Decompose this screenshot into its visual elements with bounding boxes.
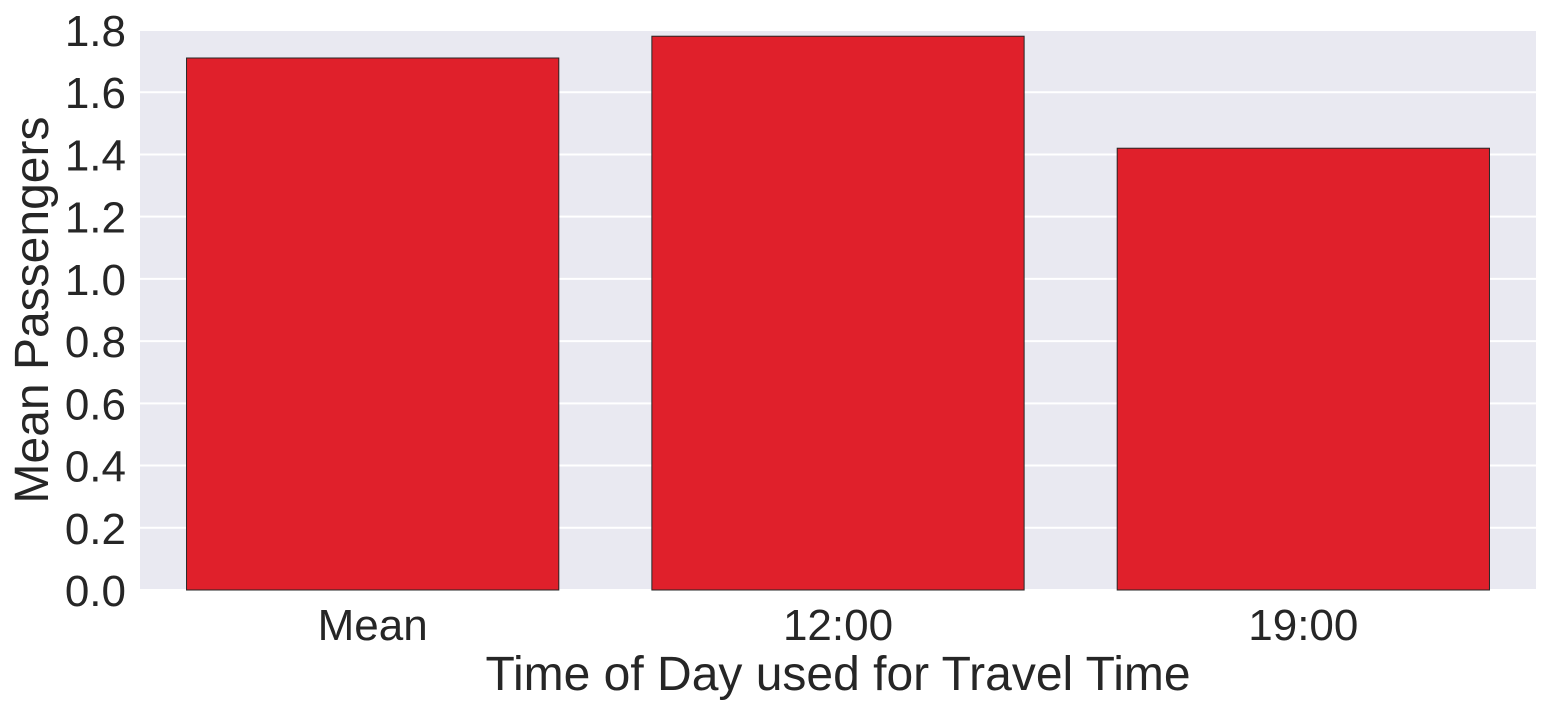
y-tick-label: 0.2 (65, 505, 126, 554)
x-tick-label: Mean (318, 601, 428, 650)
bar-19-00 (1116, 147, 1490, 591)
y-tick-label: 1.6 (65, 69, 126, 118)
y-tick-label: 0.0 (65, 567, 126, 616)
x-axis-label: Time of Day used for Travel Time (485, 648, 1190, 701)
y-axis-label: Mean Passengers (6, 117, 59, 504)
x-tick-label: 12:00 (783, 601, 893, 650)
bar-12-00 (651, 35, 1025, 591)
y-tick-label: 0.8 (65, 318, 126, 367)
y-tick-label: 1.8 (65, 7, 126, 56)
y-tick-label: 0.4 (65, 443, 126, 492)
y-tick-label: 0.6 (65, 380, 126, 429)
bars (186, 35, 1490, 591)
bar-mean (186, 57, 560, 591)
y-tick-label: 1.2 (65, 194, 126, 243)
y-axis-ticks: 0.0 0.2 0.4 0.6 0.8 1.0 1.2 1.4 1.6 1.8 (65, 7, 126, 616)
x-tick-label: 19:00 (1248, 601, 1358, 650)
y-tick-label: 1.4 (65, 131, 126, 180)
x-axis-ticks: Mean 12:00 19:00 (318, 601, 1359, 650)
y-tick-label: 1.0 (65, 256, 126, 305)
